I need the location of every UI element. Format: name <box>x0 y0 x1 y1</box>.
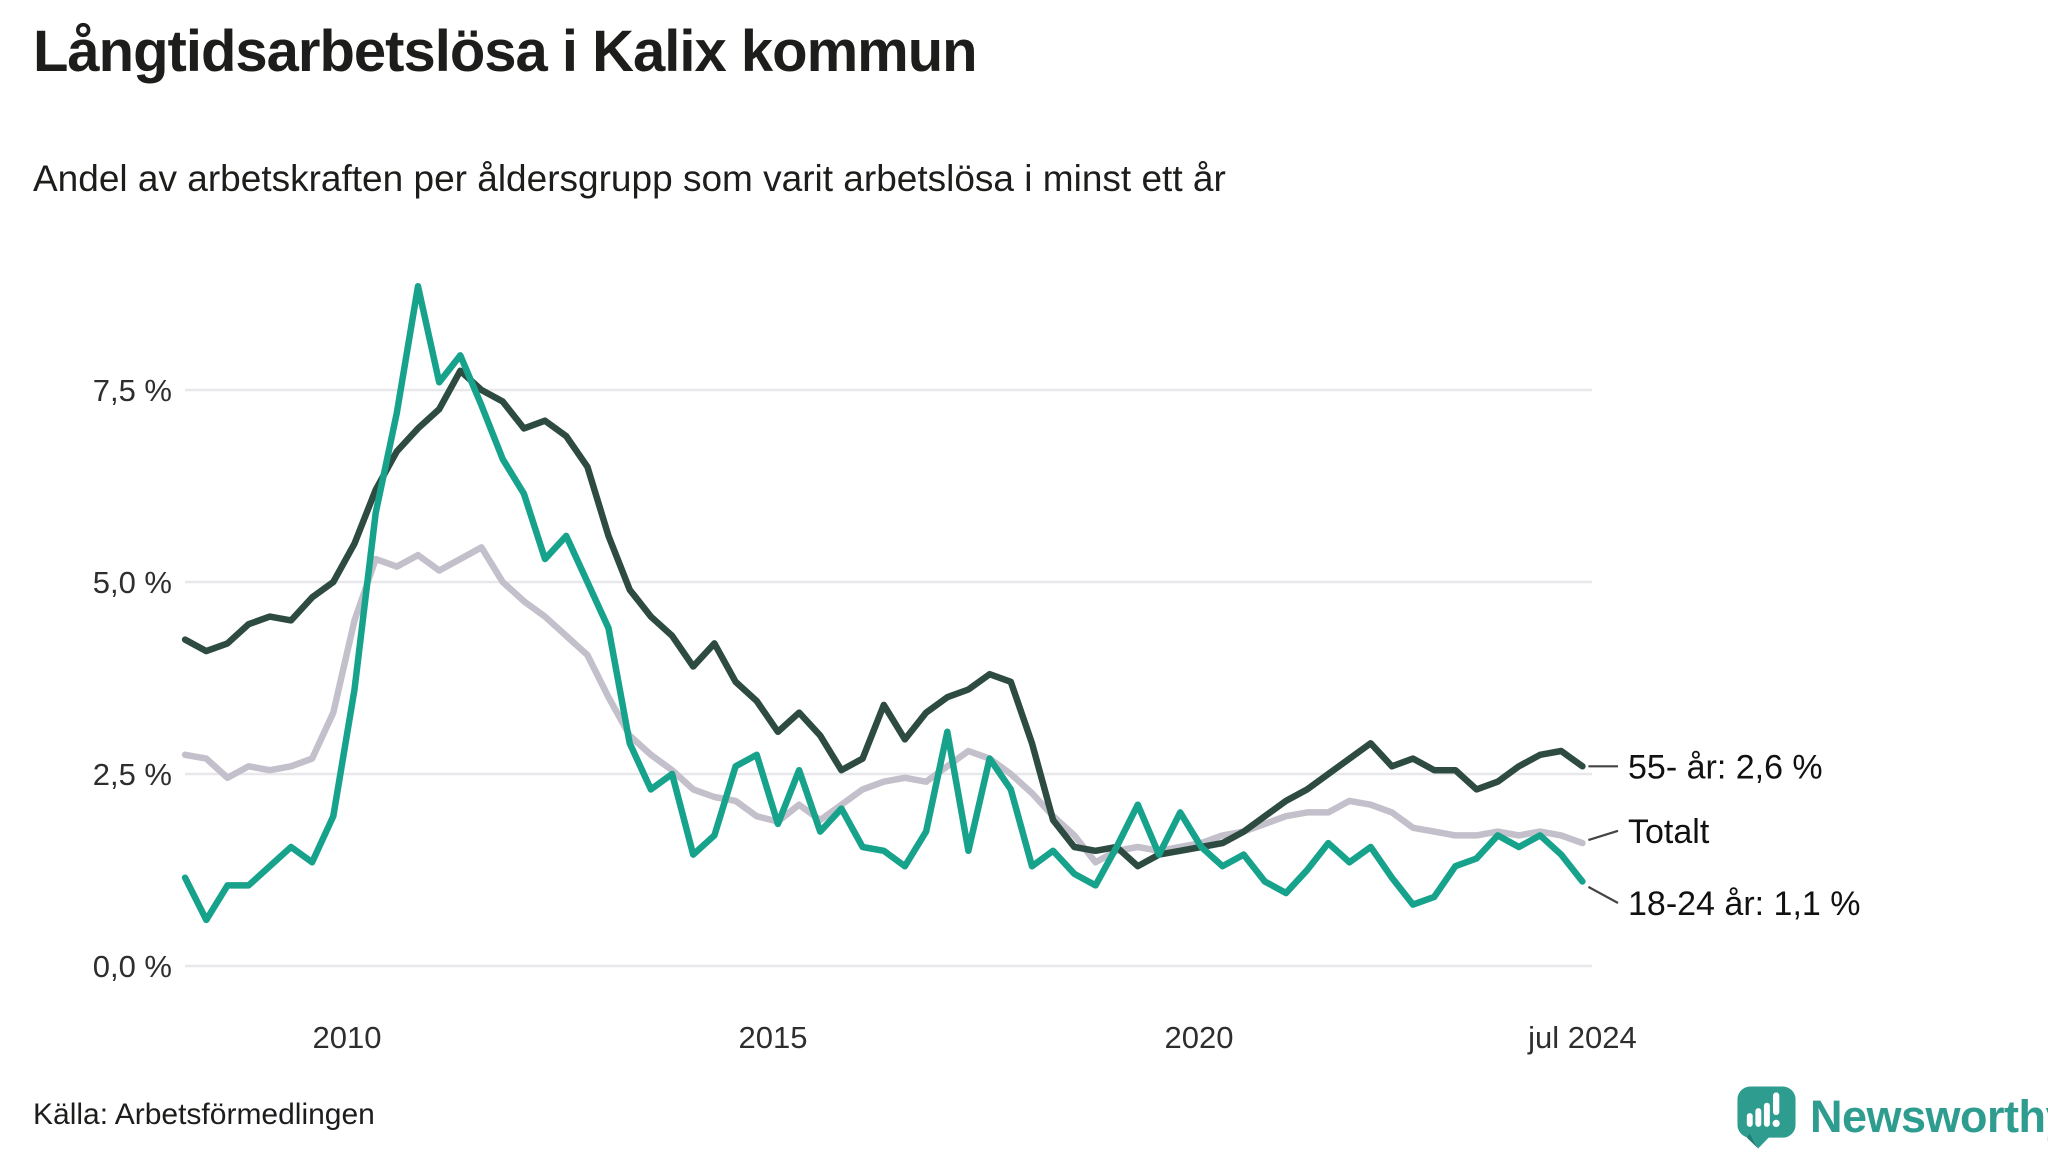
annotation-connector <box>1587 885 1619 904</box>
gridlines <box>185 388 1592 968</box>
annotation-connector <box>1588 829 1619 842</box>
y-axis-label: 0,0 % <box>93 949 172 984</box>
newsworthy-logo: Newsworthy <box>1735 1084 2048 1150</box>
newsworthy-logo-text: Newsworthy <box>1810 1091 2048 1142</box>
source-label: Källa: Arbetsförmedlingen <box>33 1098 375 1131</box>
y-axis-label: 2,5 % <box>93 757 172 792</box>
annotation-label: Totalt <box>1628 813 1710 851</box>
x-axis-label: 2020 <box>1165 1020 1234 1055</box>
page-title: Långtidsarbetslösa i Kalix kommun <box>33 19 978 84</box>
page-subtitle: Andel av arbetskraften per åldersgrupp s… <box>33 158 1226 199</box>
logo-bar-chart-icon <box>1746 1092 1780 1128</box>
x-axis-label: 2010 <box>313 1020 382 1055</box>
x-axis-label: 2015 <box>739 1020 808 1055</box>
annotation-label: 18-24 år: 1,1 % <box>1628 885 1860 923</box>
series-line-18-24-r <box>181 283 1586 924</box>
y-axis-label: 5,0 % <box>93 565 172 600</box>
x-axis-label: jul 2024 <box>1527 1020 1637 1055</box>
series-lines <box>181 283 1586 924</box>
newsworthy-logo-icon <box>1737 1086 1796 1149</box>
annotations: 55- år: 2,6 % Totalt 18-24 år: 1,1 % <box>1587 748 1860 923</box>
series-line-55-r <box>181 367 1586 870</box>
series-line-totalt <box>181 544 1586 866</box>
y-axis-label: 7,5 % <box>93 373 172 408</box>
x-axis-labels: 2010 2015 2020 jul 2024 <box>313 1020 1637 1055</box>
y-axis-labels: 0,0 % 2,5 % 5,0 % 7,5 % <box>93 373 172 984</box>
annotation-label: 55- år: 2,6 % <box>1628 748 1823 786</box>
